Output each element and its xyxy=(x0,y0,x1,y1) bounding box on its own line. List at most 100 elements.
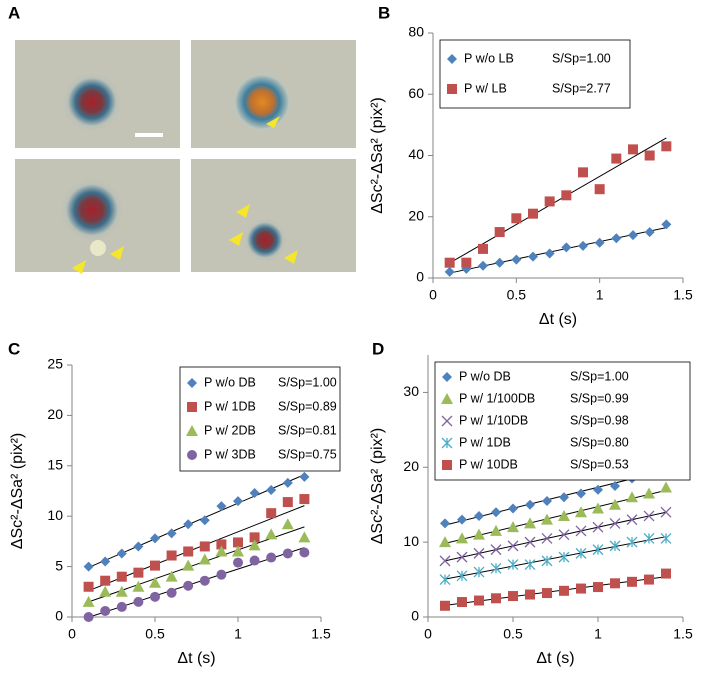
marker xyxy=(494,227,505,238)
marker xyxy=(298,531,311,543)
marker xyxy=(447,54,457,64)
marker xyxy=(183,519,194,530)
marker xyxy=(661,141,672,152)
marker xyxy=(441,415,453,427)
marker xyxy=(490,524,502,536)
legend-ratio: S/Sp=0.99 xyxy=(570,391,629,405)
legend-ratio: S/Sp=1.00 xyxy=(278,375,337,389)
legend-label: P w/ LB xyxy=(464,81,507,95)
marker xyxy=(265,528,278,540)
marker xyxy=(541,513,553,525)
marker xyxy=(440,600,450,611)
marker xyxy=(150,560,160,571)
marker xyxy=(150,591,160,602)
marker xyxy=(544,196,555,207)
y-tick-label: 0 xyxy=(416,269,424,285)
y-tick-label: 80 xyxy=(408,24,424,40)
marker xyxy=(508,503,518,514)
marker xyxy=(216,501,227,512)
marker xyxy=(594,237,605,248)
marker xyxy=(525,589,535,600)
legend xyxy=(439,39,631,109)
marker xyxy=(478,260,488,271)
marker xyxy=(660,481,672,493)
bead xyxy=(90,240,106,256)
marker xyxy=(444,266,455,277)
marker xyxy=(281,518,294,530)
marker xyxy=(643,532,655,544)
x-tick-label: 0 xyxy=(68,626,76,642)
arrowhead xyxy=(284,250,298,264)
y-tick-label: 20 xyxy=(408,207,424,223)
y-tick-label: 0 xyxy=(411,608,419,624)
y-tick-label: 25 xyxy=(47,356,63,372)
marker xyxy=(439,536,451,548)
marker xyxy=(199,575,210,586)
marker xyxy=(558,529,570,541)
x-tick-label: 0.5 xyxy=(503,626,523,642)
marker xyxy=(628,230,638,241)
marker xyxy=(133,541,144,552)
legend-ratio: S/Sp=0.89 xyxy=(278,399,337,413)
marker xyxy=(575,525,587,537)
y-axis-label: ΔSc²-ΔSa² (pix²) xyxy=(9,433,26,549)
legend-label: P w/ 10DB xyxy=(459,457,518,471)
marker xyxy=(542,588,552,599)
marker xyxy=(100,556,111,567)
marker xyxy=(166,528,177,539)
marker xyxy=(643,487,655,499)
marker xyxy=(456,532,468,544)
marker xyxy=(187,402,197,412)
marker xyxy=(440,518,450,529)
marker xyxy=(83,581,94,592)
y-axis-label: ΔSc²-ΔSa² (pix²) xyxy=(369,428,386,544)
trend-line xyxy=(449,137,667,264)
arrowhead xyxy=(229,232,243,246)
marker xyxy=(592,502,604,514)
marker xyxy=(611,153,622,164)
marker xyxy=(491,507,501,518)
marker xyxy=(182,559,195,571)
marker xyxy=(578,240,588,251)
marker xyxy=(215,545,228,557)
marker xyxy=(149,576,161,588)
marker xyxy=(626,514,638,526)
marker xyxy=(457,514,467,525)
x-tick-label: 1.5 xyxy=(311,626,331,642)
marker xyxy=(474,510,484,521)
legend xyxy=(179,366,341,472)
marker xyxy=(266,552,277,563)
marker xyxy=(100,605,111,616)
marker xyxy=(282,477,293,488)
marker xyxy=(150,533,160,544)
marker xyxy=(578,167,588,178)
marker xyxy=(575,547,587,559)
trend-line xyxy=(88,526,305,603)
marker xyxy=(542,495,552,506)
marker xyxy=(456,570,468,582)
marker xyxy=(511,213,522,224)
legend-ratio: S/Sp=0.81 xyxy=(278,423,337,437)
marker xyxy=(478,243,488,254)
y-tick-label: 15 xyxy=(47,457,63,473)
marker xyxy=(233,557,243,568)
legend-label: P w/o DB xyxy=(459,369,511,383)
x-tick-label: 0 xyxy=(424,626,432,642)
marker xyxy=(439,555,451,567)
marker xyxy=(233,537,243,548)
legend-ratio: S/Sp=0.98 xyxy=(570,413,629,427)
marker xyxy=(442,460,452,470)
marker xyxy=(558,551,570,563)
marker xyxy=(83,612,94,622)
marker xyxy=(644,150,655,161)
marker xyxy=(187,450,197,460)
marker xyxy=(282,548,293,559)
legend-label: P w/ 3DB xyxy=(204,447,256,461)
marker xyxy=(439,574,451,586)
marker xyxy=(282,497,293,508)
marker xyxy=(183,580,194,591)
marker xyxy=(661,568,671,579)
marker xyxy=(626,536,638,548)
marker xyxy=(594,184,605,195)
